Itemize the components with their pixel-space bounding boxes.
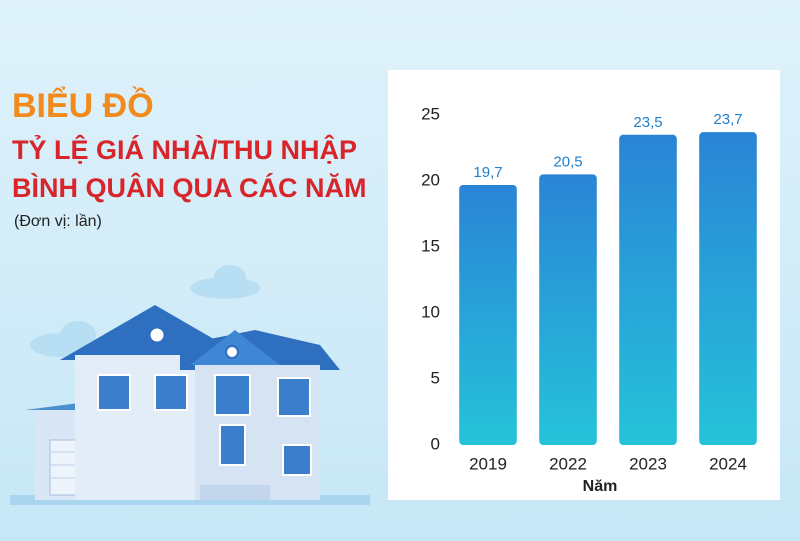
bar [459, 184, 517, 445]
bar [699, 132, 757, 445]
x-tick-label: 2024 [709, 454, 747, 473]
y-tick-label: 15 [421, 236, 440, 255]
clouds [30, 265, 260, 357]
y-tick-label: 10 [421, 302, 440, 321]
value-label: 20,5 [553, 153, 582, 170]
y-tick-label: 20 [421, 170, 440, 189]
x-tick-label: 2022 [549, 454, 587, 473]
bar [539, 174, 597, 445]
unit-note: (Đơn vị: lần) [14, 213, 102, 230]
value-label: 23,5 [633, 114, 662, 131]
y-tick-label: 25 [421, 104, 440, 123]
x-tick-label: 2023 [629, 454, 667, 473]
chart-title: BIỂU ĐỒ [12, 87, 154, 125]
x-tick-label: 2019 [469, 454, 507, 473]
value-label: 23,7 [713, 111, 742, 128]
chart-subtitle: TỶ LỆ GIÁ NHÀ/THU NHẬP [12, 133, 357, 165]
bar [619, 134, 677, 446]
y-tick-label: 5 [431, 368, 440, 387]
chart-subtitle: BÌNH QUÂN QUA CÁC NĂM [12, 172, 366, 203]
y-tick-label: 0 [431, 434, 440, 453]
value-label: 19,7 [473, 164, 502, 181]
house-illustration [10, 305, 370, 505]
x-axis-label: Năm [583, 478, 618, 495]
